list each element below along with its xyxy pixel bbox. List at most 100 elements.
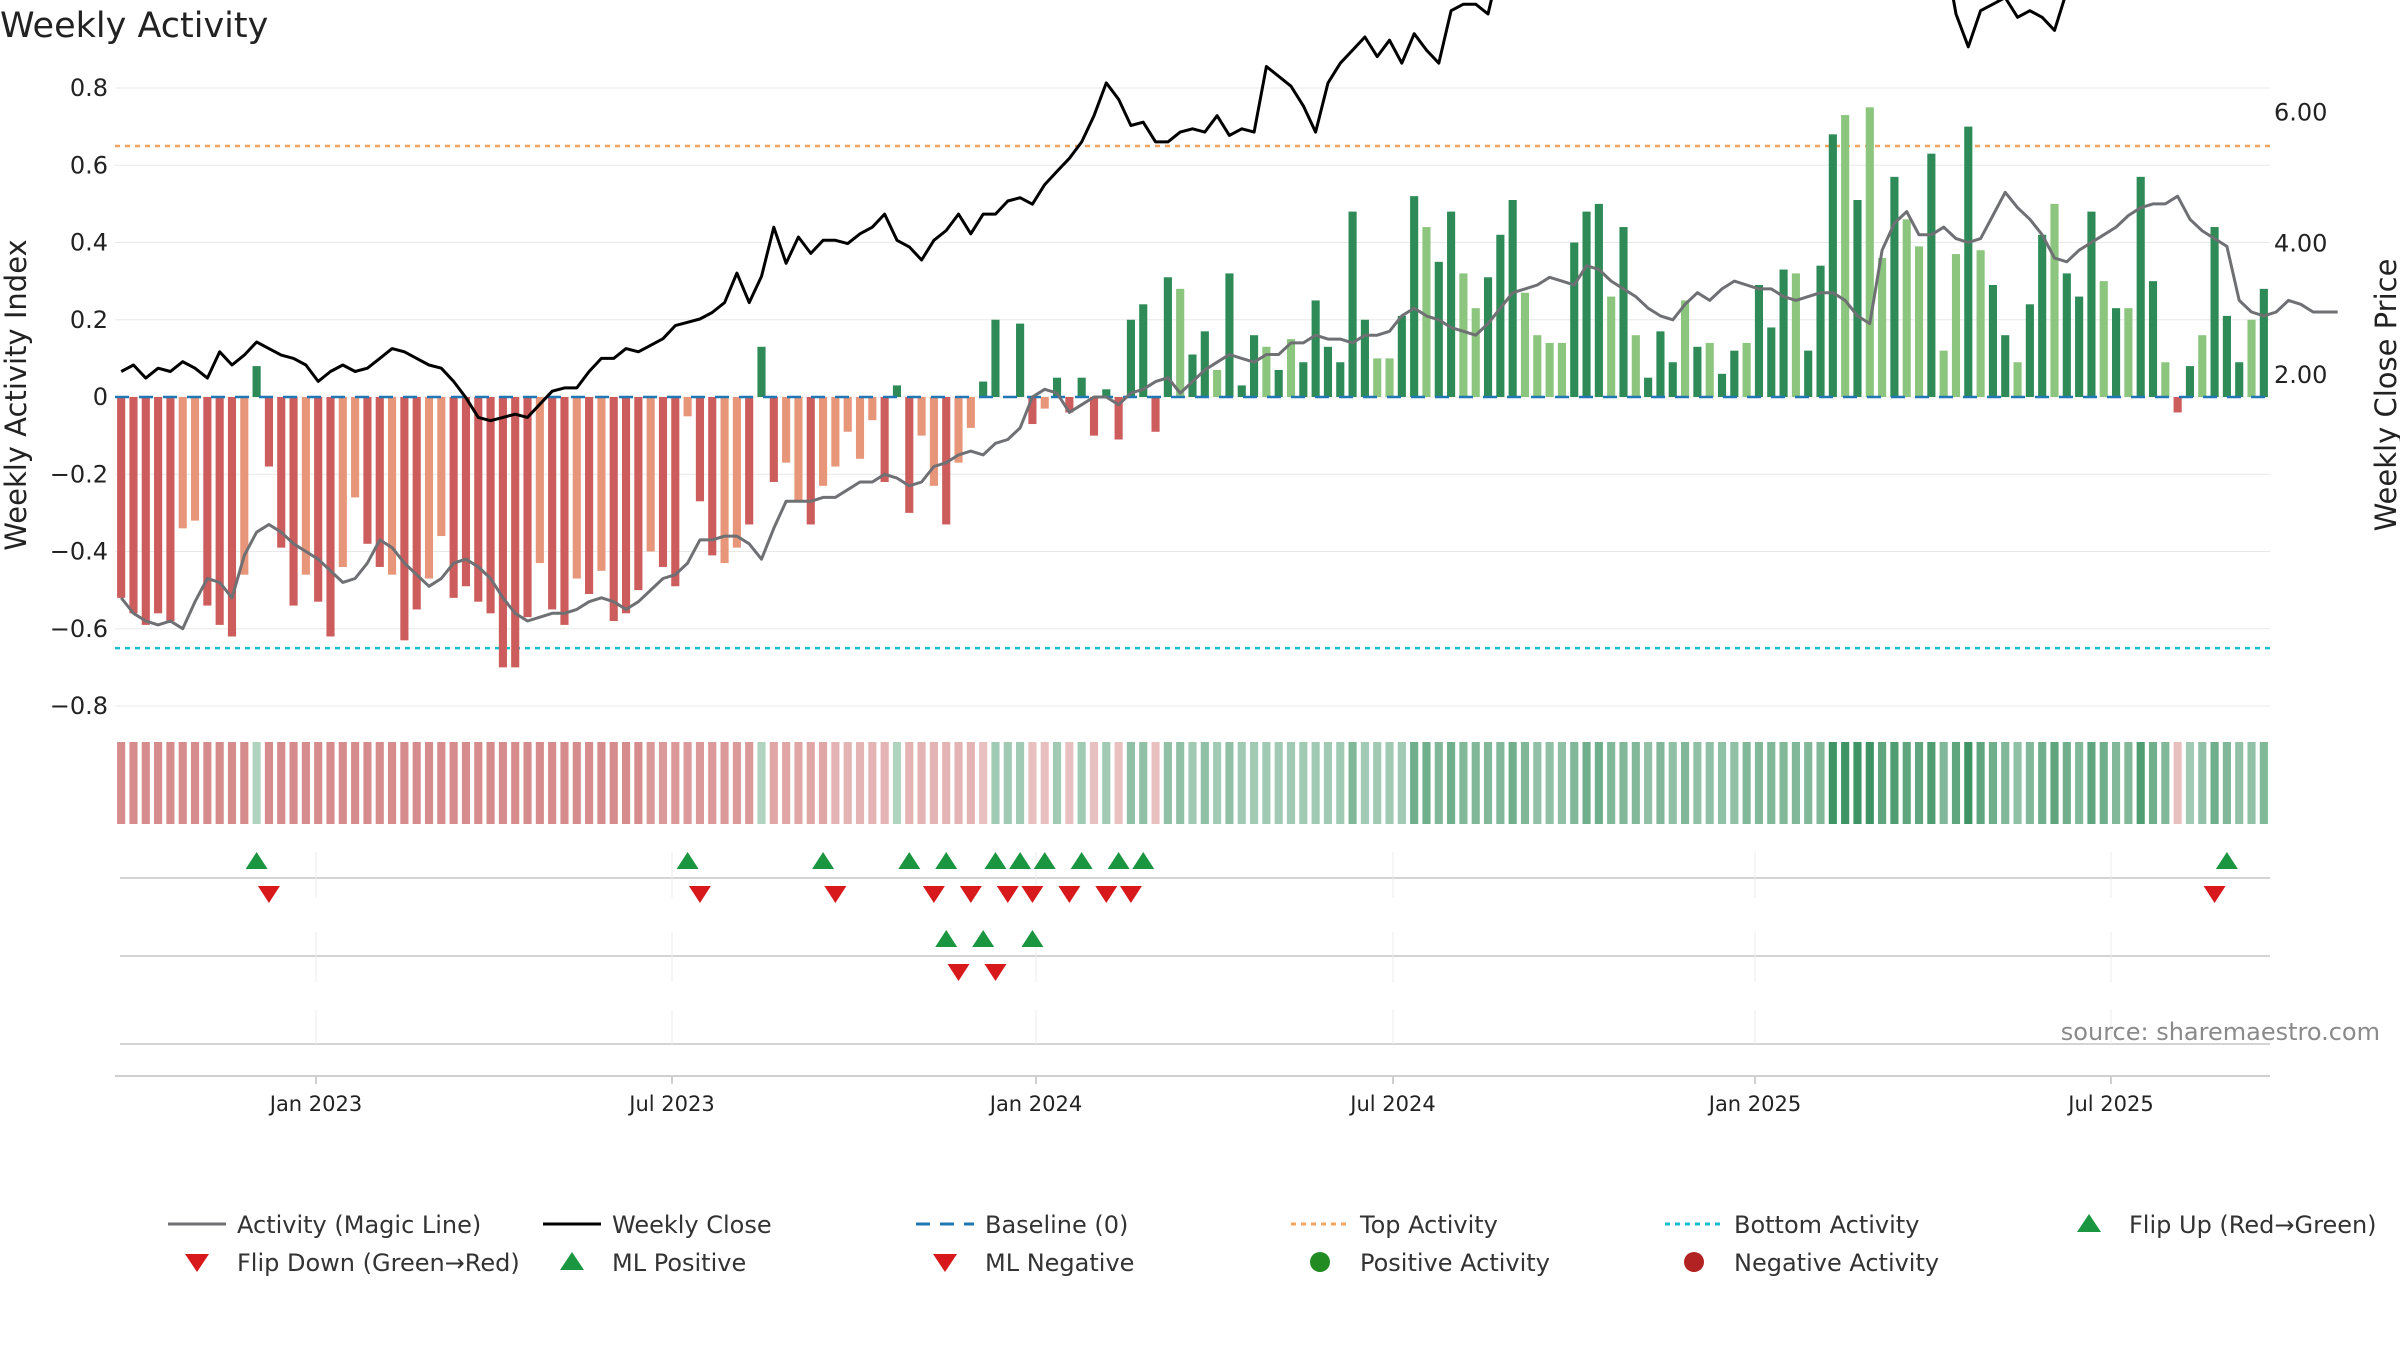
activity-bar [1213,369,1222,397]
activity-bar [190,397,200,521]
activity-bar [1791,273,1800,397]
activity-bar [585,397,594,594]
heat-cell [1767,742,1776,824]
activity-bar [658,397,668,567]
activity-bar [474,397,483,602]
heat-cell [1114,742,1123,824]
flip-down-marker [2203,886,2226,903]
activity-bar [1865,107,1874,397]
legend-swatch [1310,1252,1330,1272]
heat-cell [1631,742,1640,824]
activity-bar [880,397,889,482]
heat-cell [1286,742,1296,824]
heat-cell [1964,742,1973,824]
activity-bar [1693,346,1702,397]
heat-cell [991,742,1000,824]
heat-cell [1348,742,1357,824]
activity-bar [2099,281,2108,397]
heat-cell [1126,742,1135,824]
activity-bar [1360,319,1369,397]
activity-bar [1176,288,1185,397]
legend-swatch [560,1252,584,1270]
heat-cell [1865,742,1874,824]
activity-bar [1102,389,1111,397]
heat-cell [240,742,249,824]
heat-cell [548,742,557,824]
activity-bar [1040,397,1049,409]
activity-bar [683,397,692,417]
heat-cell [1878,742,1887,824]
activity-bar [424,397,434,579]
activity-bar [954,397,963,463]
y-tick-label: −0.8 [50,692,108,720]
heat-cell [1828,742,1837,824]
activity-bar [486,397,495,614]
activity-bar [1742,342,1751,397]
heat-cell [1176,742,1185,824]
heat-cell [1570,742,1579,824]
activity-bar [646,397,655,552]
heat-cell [2210,742,2219,824]
activity-bar [1964,126,1973,397]
heat-cell [2087,742,2096,824]
activity-bar [1914,246,1924,397]
heat-cell [1065,742,1074,824]
activity-bars [115,107,2270,668]
heat-cell [252,742,261,824]
activity-bar [794,397,803,502]
heat-cell [1742,742,1751,824]
heat-cell [1336,742,1345,824]
heat-cell [2235,742,2244,824]
activity-bar [1151,397,1160,432]
x-tick-label: Jul 2024 [1348,1092,1435,1116]
activity-bar [1607,296,1616,397]
heat-cell [1052,742,1062,824]
heat-cell [1705,742,1714,824]
flip-up-marker [898,852,921,869]
heat-cell [1434,742,1443,824]
heat-cell [449,742,458,824]
activity-bar [449,397,458,598]
activity-bar [289,397,298,606]
heat-cell [1262,742,1271,824]
legend-label: ML Positive [612,1249,746,1277]
heat-cell [855,742,865,824]
activity-bar [671,397,680,587]
activity-bar [1508,200,1517,397]
heat-cell [264,742,273,824]
heat-cell [597,742,606,824]
heat-cell [424,742,434,824]
activity-bar [141,397,150,625]
heat-cell [708,742,717,824]
activity-bar [203,397,212,606]
activity-bar [609,397,618,622]
activity-bar [1028,397,1037,425]
activity-bar [1594,203,1603,397]
heat-cell [2161,742,2170,824]
heat-cell [1250,742,1259,824]
activity-bar [1841,115,1850,397]
activity-bar [1052,377,1062,397]
heat-cell [1323,742,1333,824]
legend-label: Baseline (0) [985,1211,1128,1239]
heat-cell [2136,742,2145,824]
heat-cell [486,742,495,824]
activity-bar [1065,397,1074,413]
heat-cell [351,742,360,824]
heat-cell [782,742,791,824]
heat-cell [1508,742,1517,824]
x-tick-label: Jan 2024 [988,1092,1083,1116]
activity-bar [314,397,323,602]
y-tick-label: 0.4 [70,229,108,257]
heat-cell [1890,742,1899,824]
flip-down-marker [959,886,982,903]
heat-cell [2185,742,2195,824]
weekly-close-line [120,0,2066,423]
heat-cell [831,742,840,824]
activity-bar [1410,196,1419,397]
activity-bar [782,397,791,463]
activity-bar [929,397,938,486]
heat-cell [1951,742,1961,824]
heat-cell [2112,742,2121,824]
activity-bar [1557,342,1566,397]
